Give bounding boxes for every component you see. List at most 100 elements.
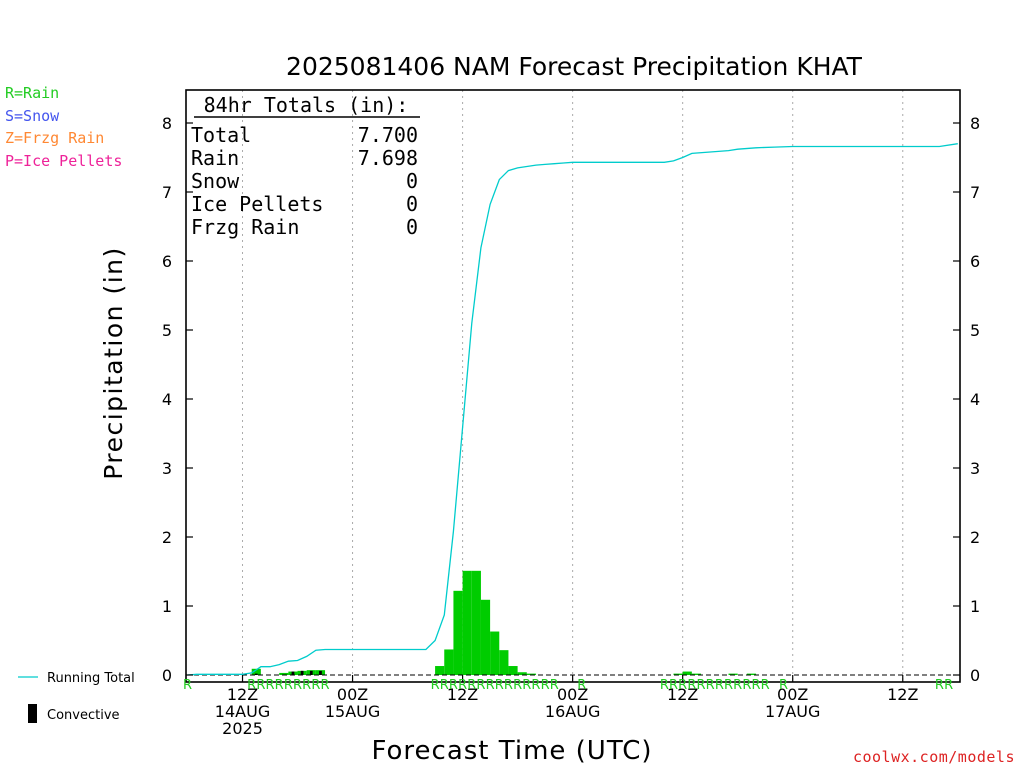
y-tick-label-right: 2 (970, 528, 980, 547)
precip-type-letter: R (486, 678, 495, 693)
x-tick-label: 00Z (777, 685, 808, 704)
x-tick-label: 12Z (227, 685, 258, 704)
credit-text: coolwx.com/models (853, 748, 1015, 766)
precip-type-letter: R (495, 678, 504, 693)
precip-type-letter: R (752, 678, 761, 693)
convective-legend-label: Convective (47, 708, 120, 723)
convective-bar (300, 670, 304, 675)
convective-bars (254, 670, 322, 675)
convective-bar (291, 671, 295, 675)
y-tick-label: 6 (162, 252, 172, 271)
totals-value: 7.698 (358, 146, 418, 170)
precip-type-letter: R (944, 678, 953, 693)
y-axis-right: 0 1 2 3 4 5 6 7 8 (953, 114, 980, 685)
precip-type-letter: R (550, 678, 559, 693)
precip-type-letter: R (266, 678, 275, 693)
precip-bar (508, 666, 518, 675)
y-tick-label: 7 (162, 183, 172, 202)
legend-rain: R=Rain (5, 84, 60, 102)
y-tick-label: 3 (162, 459, 172, 478)
totals-label: Rain (191, 146, 239, 170)
x-tick-label: 12Z (887, 685, 918, 704)
precip-bar (480, 599, 491, 675)
x-tick-label: 12Z (667, 685, 698, 704)
x-axis-label: Forecast Time (UTC) (371, 736, 652, 766)
y-tick-label: 4 (162, 390, 172, 409)
precip-type-letter: R (761, 678, 770, 693)
precip-type-letter: R (742, 678, 751, 693)
precip-type-letter: R (311, 678, 320, 693)
precip-type-letter: R (302, 678, 311, 693)
convective-bar (254, 673, 258, 675)
precip-bar (673, 673, 683, 675)
x-tick-label: 14AUG (215, 702, 270, 721)
y-tick-label: 0 (162, 666, 172, 685)
totals-rows: Total 7.700 Rain 7.698 Snow 0 Ice Pellets 0 Frzg… (191, 123, 418, 239)
precip-bar (471, 570, 481, 675)
y-tick-label: 5 (162, 321, 172, 340)
precip-type-letter: R (458, 678, 467, 693)
precip-type-letter: R (476, 678, 485, 693)
precip-bar (444, 649, 454, 675)
totals-value: 7.700 (358, 123, 418, 147)
convective-bar (319, 670, 322, 675)
x-tick-label: 12Z (447, 685, 478, 704)
convective-swatch (28, 704, 37, 723)
precip-bar (682, 671, 692, 675)
y-axis-left: 0 1 2 3 4 5 6 7 8 (162, 114, 193, 685)
precip-type-letter: R (183, 678, 192, 693)
x-tick-label: 16AUG (545, 702, 600, 721)
legend-frzg-rain: Z=Frzg Rain (5, 129, 105, 147)
totals-label: Ice Pellets (191, 192, 323, 216)
totals-label: Total (191, 123, 251, 147)
y-tick-label: 1 (162, 597, 172, 616)
precip-type-letter: R (522, 678, 531, 693)
precip-bar (435, 666, 445, 675)
totals-value: 0 (406, 169, 418, 193)
precip-bar (499, 650, 509, 675)
precip-bar (251, 668, 261, 675)
y-tick-label-right: 8 (970, 114, 980, 133)
totals-value: 0 (406, 192, 418, 216)
precip-type-letter: R (724, 678, 733, 693)
precip-type-letter: R (531, 678, 540, 693)
precip-bar (526, 673, 536, 675)
precip-bar (691, 673, 702, 675)
y-tick-label-right: 3 (970, 459, 980, 478)
precip-type-letter: R (577, 678, 586, 693)
precip-type-letter: R (449, 678, 458, 693)
chart-title: 2025081406 NAM Forecast Precipitation KH… (286, 52, 863, 81)
precip-bar (517, 672, 527, 675)
precip-bar (462, 570, 472, 675)
precip-type-letter: R (513, 678, 522, 693)
y-tick-label-right: 5 (970, 321, 980, 340)
precip-bar (746, 673, 757, 675)
precip-type-letter: R (669, 678, 678, 693)
precip-type-letter: R (440, 678, 449, 693)
x-tick-label: 00Z (337, 685, 368, 704)
precip-type-letter: R (715, 678, 724, 693)
precip-bar (279, 672, 289, 675)
totals-header: 84hr Totals (in): (204, 93, 409, 117)
precip-type-letter: R (247, 678, 256, 693)
y-tick-label-right: 7 (970, 183, 980, 202)
precip-type-letter: R (779, 678, 788, 693)
precip-type-letter: R (696, 678, 705, 693)
precip-type-letter: R (687, 678, 696, 693)
x-tick-label: 15AUG (325, 702, 380, 721)
x-tick-label: 2025 (222, 719, 263, 738)
precip-type-letter: R (660, 678, 669, 693)
running-total-legend-label: Running Total (47, 671, 135, 686)
precip-type-letter: R (935, 678, 944, 693)
y-axis-label: Precipitation (in) (99, 246, 128, 480)
precip-type-letter: R (284, 678, 293, 693)
precip-type-legend: R=Rain S=Snow Z=Frzg Rain P=Ice Pellets (5, 82, 122, 172)
precip-type-letter: R (256, 678, 265, 693)
precip-type-letter: R (467, 678, 476, 693)
y-tick-label: 8 (162, 114, 172, 133)
precip-type-letter: R (275, 678, 284, 693)
